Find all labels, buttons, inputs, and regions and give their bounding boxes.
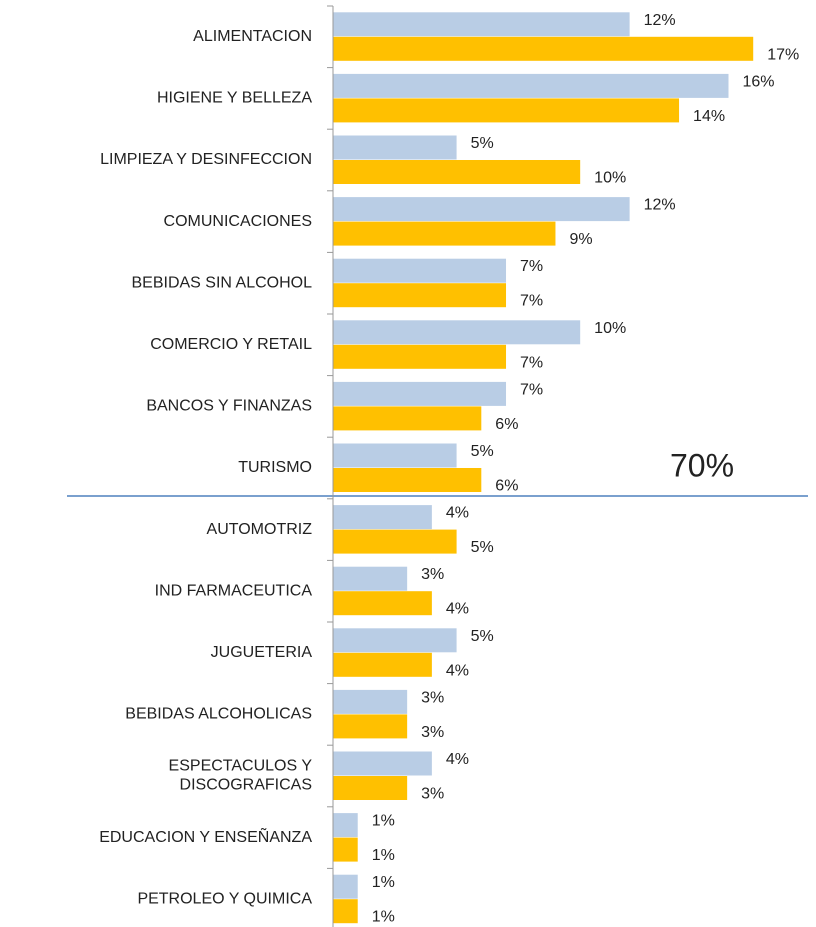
data-label: 1% — [372, 847, 395, 864]
bar — [333, 221, 556, 246]
data-label: 3% — [421, 566, 444, 583]
bar — [333, 344, 507, 369]
bar — [333, 258, 507, 283]
category-label: PETROLEO Y QUIMICA — [137, 890, 312, 907]
bar — [333, 837, 358, 862]
bar — [333, 12, 630, 37]
bar — [333, 505, 432, 530]
category-label: JUGUETERIA — [211, 644, 313, 661]
data-label: 10% — [594, 169, 626, 186]
category-label: COMUNICACIONES — [164, 213, 312, 230]
data-label: 6% — [495, 416, 518, 433]
bar — [333, 135, 457, 160]
bar — [333, 283, 507, 308]
category-label: HIGIENE Y BELLEZA — [157, 90, 312, 107]
data-label: 1% — [372, 909, 395, 926]
bar — [333, 591, 432, 616]
data-label: 3% — [421, 689, 444, 706]
data-label: 4% — [446, 662, 469, 679]
bar — [333, 320, 581, 345]
data-label: 5% — [471, 443, 494, 460]
bar — [333, 197, 630, 222]
data-label: 4% — [446, 601, 469, 618]
data-label: 7% — [520, 381, 543, 398]
data-label: 4% — [446, 505, 469, 522]
bar — [333, 689, 408, 714]
category-label: EDUCACION Y ENSEÑANZA — [99, 826, 312, 846]
category-label: BEBIDAS ALCOHOLICAS — [125, 706, 312, 723]
data-label: 7% — [520, 293, 543, 310]
data-label: 3% — [421, 785, 444, 802]
bar — [333, 899, 358, 924]
data-label: 14% — [693, 108, 725, 125]
data-label: 12% — [644, 12, 676, 29]
bar — [333, 98, 680, 123]
category-label: TURISMO — [238, 459, 312, 476]
bar — [333, 874, 358, 899]
data-label: 4% — [446, 751, 469, 768]
data-label: 12% — [644, 197, 676, 214]
data-label: 5% — [471, 135, 494, 152]
data-label: 6% — [495, 477, 518, 494]
category-label: LIMPIEZA Y DESINFECCION — [100, 151, 312, 168]
bar — [333, 381, 507, 406]
category-label: ALIMENTACION — [193, 28, 312, 45]
category-label: COMERCIO Y RETAIL — [150, 336, 312, 353]
bar — [333, 406, 482, 431]
bar — [333, 529, 457, 554]
bar — [333, 751, 432, 776]
data-label: 7% — [520, 258, 543, 275]
bar — [333, 443, 457, 468]
bar — [333, 36, 754, 61]
category-label: ESPECTACULOS Y DISCOGRAFICAS — [169, 758, 313, 794]
data-label: 3% — [421, 724, 444, 741]
data-label: 9% — [569, 231, 592, 248]
bar — [333, 566, 408, 591]
bar — [333, 160, 581, 184]
data-label: 5% — [471, 628, 494, 645]
category-label: AUTOMOTRIZ — [207, 521, 313, 538]
data-label: 1% — [372, 813, 395, 830]
data-label: 1% — [372, 874, 395, 891]
category-label: IND FARMACEUTICA — [155, 582, 313, 599]
category-label: BEBIDAS SIN ALCOHOL — [131, 274, 312, 291]
bar — [333, 73, 729, 98]
category-label: BANCOS Y FINANZAS — [146, 398, 312, 415]
annotation: 70% — [670, 447, 734, 483]
bar — [333, 652, 432, 677]
bar — [333, 468, 482, 492]
data-label: 10% — [594, 320, 626, 337]
data-label: 7% — [520, 354, 543, 371]
data-label: 17% — [767, 46, 799, 63]
bar — [333, 813, 358, 838]
data-label: 16% — [742, 73, 774, 90]
bar — [333, 776, 408, 800]
data-label: 5% — [471, 539, 494, 556]
bar — [333, 628, 457, 653]
bar — [333, 714, 408, 739]
